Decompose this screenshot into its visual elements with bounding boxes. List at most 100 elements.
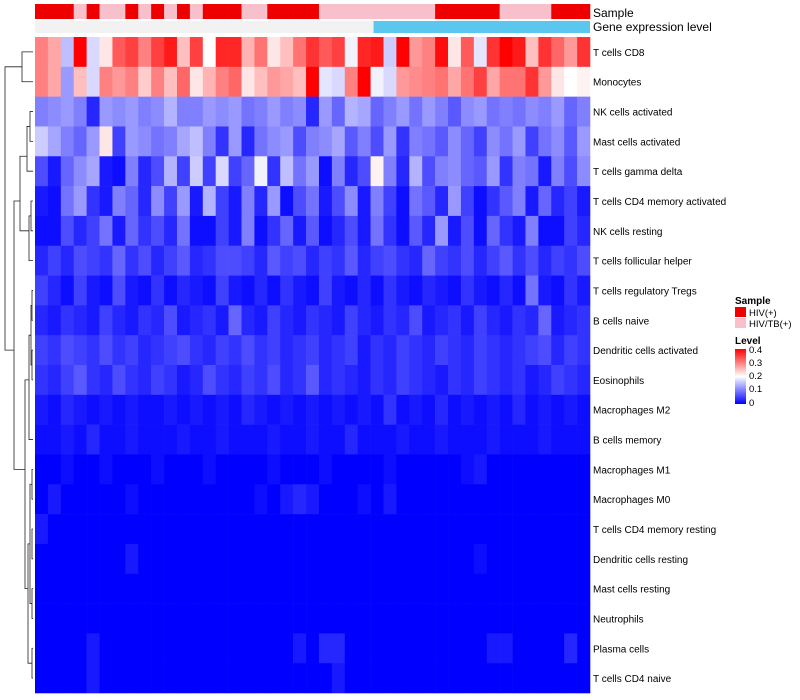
heatmap-cell (357, 514, 371, 545)
heatmap-cell (228, 424, 242, 455)
heatmap-cell (73, 245, 87, 276)
heatmap-cell (551, 186, 565, 217)
heatmap-cell (86, 215, 100, 247)
legend-level-tick-0.2: 0.2 (749, 371, 762, 382)
heatmap-cell (448, 424, 462, 455)
heatmap-cell (422, 245, 436, 276)
annotation-label-expression: Gene expression level (593, 20, 712, 34)
heatmap-cell (241, 633, 255, 664)
heatmap-cells (35, 37, 591, 694)
heatmap-cell (254, 245, 268, 276)
heatmap-cell (202, 454, 216, 485)
heatmap-cell (60, 275, 75, 306)
sample-annotation-cell (383, 4, 397, 19)
heatmap-cell (357, 394, 371, 425)
heatmap-cell (422, 66, 436, 97)
heatmap-cell (383, 335, 397, 366)
heatmap-cell (254, 96, 268, 127)
heatmap-cell (228, 514, 242, 545)
heatmap-cell (189, 275, 204, 306)
row-label: Monocytes (593, 78, 641, 89)
heatmap-cell (215, 37, 229, 68)
heatmap-cell (512, 394, 526, 425)
heatmap-cell (215, 454, 229, 485)
heatmap-cell (318, 275, 333, 306)
heatmap-cell (215, 603, 229, 634)
heatmap-cell (396, 454, 410, 485)
heatmap-cell (344, 126, 358, 157)
heatmap-cell (293, 573, 307, 604)
heatmap-cell (60, 245, 75, 276)
heatmap-cell (460, 514, 475, 545)
heatmap-cell (151, 66, 165, 97)
heatmap-cell (138, 96, 152, 127)
heatmap-cell (151, 335, 165, 366)
heatmap-cell (35, 156, 49, 187)
heatmap-cell (164, 335, 178, 366)
heatmap-cell (228, 633, 242, 664)
heatmap-cell (473, 126, 488, 157)
heatmap-cell (151, 245, 165, 276)
heatmap-cell (73, 215, 87, 247)
heatmap-cell (228, 484, 242, 515)
heatmap-cell (35, 186, 49, 217)
heatmap-cell (73, 335, 87, 366)
heatmap-cell (409, 484, 423, 515)
heatmap-cell (318, 573, 333, 604)
heatmap-cell (383, 663, 397, 694)
heatmap-cell (448, 126, 462, 157)
heatmap-cell (370, 424, 384, 455)
heatmap-cell (473, 156, 488, 187)
row-label: Macrophages M2 (593, 406, 671, 417)
heatmap-cell (35, 37, 49, 68)
heatmap-cell (267, 663, 281, 694)
heatmap-cell (176, 37, 191, 68)
heatmap-cell (473, 633, 488, 664)
row-label: T cells CD8 (593, 48, 645, 59)
heatmap-cell (151, 663, 165, 694)
heatmap-cell (422, 514, 436, 545)
heatmap-cell (357, 454, 371, 485)
heatmap-cell (35, 454, 49, 485)
sample-annotation-cell (138, 4, 152, 19)
heatmap-cell (512, 215, 526, 247)
heatmap-cell (86, 394, 100, 425)
heatmap-cell (577, 37, 591, 68)
heatmap-cell (564, 663, 578, 694)
heatmap-cell (448, 275, 462, 306)
heatmap-cell (189, 394, 204, 425)
heatmap-cell (164, 663, 178, 694)
heatmap-cell (99, 126, 113, 157)
heatmap-cell (35, 365, 49, 396)
heatmap-cell (409, 215, 423, 247)
heatmap-cell (35, 663, 49, 694)
heatmap-cell (267, 126, 281, 157)
heatmap-cell (435, 215, 449, 247)
heatmap-cell (86, 484, 100, 515)
heatmap-cell (486, 215, 500, 247)
heatmap-cell (99, 186, 113, 217)
heatmap-cell (396, 603, 410, 634)
heatmap-cell (280, 663, 294, 694)
sample-annotation-cell (267, 4, 281, 19)
heatmap-cell (331, 663, 346, 694)
heatmap-cell (344, 484, 358, 515)
dendrogram-branch (19, 155, 29, 232)
heatmap-cell (35, 126, 49, 157)
heatmap-cell (448, 603, 462, 634)
heatmap-cell (564, 156, 578, 187)
heatmap-cell (370, 454, 384, 485)
sample-annotation-cell (293, 4, 307, 19)
heatmap-cell (125, 424, 139, 455)
heatmap-cell (280, 543, 294, 575)
heatmap-cell (125, 66, 139, 97)
heatmap-cell (370, 663, 384, 694)
heatmap-cell (125, 245, 139, 276)
heatmap-cell (396, 543, 410, 575)
heatmap-cell (99, 633, 113, 664)
heatmap-cell (73, 663, 87, 694)
heatmap-cell (370, 186, 384, 217)
heatmap-cell (525, 663, 539, 694)
heatmap-cell (176, 633, 191, 664)
heatmap-cell (525, 514, 539, 545)
